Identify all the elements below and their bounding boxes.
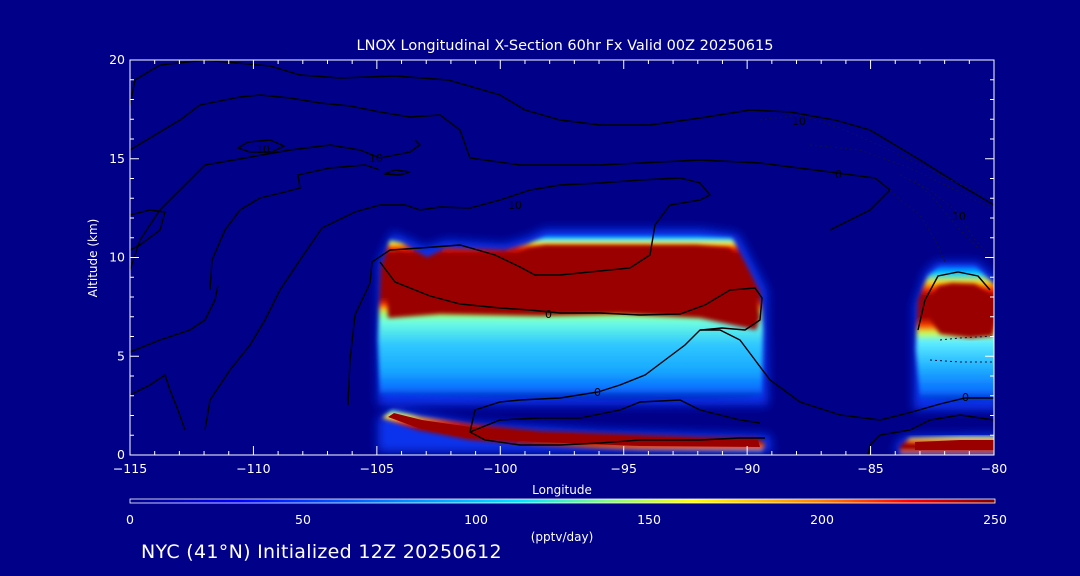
contour-labels: 10 10 10 10 10 0 0 0 0 (256, 115, 969, 404)
colorbar-tick-label: 50 (295, 512, 311, 527)
contour-label: 0 (835, 168, 842, 181)
colorbar-tick-label: 150 (637, 512, 661, 527)
lnox-east-low-band-core (915, 440, 994, 450)
lnox-east-core (930, 283, 994, 338)
contour-label: 10 (369, 152, 383, 165)
x-axis: −115 −110 −105 −100 −95 −90 −85 −80 (113, 60, 1007, 476)
y-axis-title: Altitude (km) (86, 219, 100, 298)
x-tick-label: −105 (360, 461, 394, 476)
lnox-main-core (386, 245, 760, 330)
contour-label: 10 (792, 115, 806, 128)
x-tick-label: −110 (236, 461, 270, 476)
x-axis-title: Longitude (532, 483, 592, 497)
colorbar-tick-label: 100 (464, 512, 488, 527)
contour-dotted (759, 114, 994, 363)
y-tick-label: 10 (109, 250, 125, 265)
contour-label: 0 (545, 308, 552, 321)
x-tick-label: −100 (483, 461, 517, 476)
colorbar-tick-label: 200 (810, 512, 834, 527)
y-axis: 0 5 10 15 20 (109, 52, 994, 462)
x-tick-label: −95 (611, 461, 637, 476)
x-tick-label: −90 (734, 461, 760, 476)
contour-label: 10 (952, 210, 966, 223)
colorbar-tick-label: 0 (126, 512, 134, 527)
chart-title: LNOX Longitudinal X-Section 60hr Fx Vali… (357, 38, 774, 54)
contour-label: 10 (256, 143, 270, 156)
footer-caption: NYC (41°N) Initialized 12Z 20250612 (141, 541, 502, 563)
contour-lines (130, 60, 994, 455)
colorbar-ticks: 0 50 100 150 200 250 (126, 512, 1007, 527)
y-tick-label: 5 (117, 348, 125, 363)
x-tick-label: −85 (857, 461, 883, 476)
y-tick-label: 0 (117, 447, 125, 462)
colorbar-label: (pptv/day) (531, 530, 594, 544)
contour-label: 10 (508, 199, 522, 212)
colorbar-tick-label: 250 (983, 512, 1007, 527)
colorbar-gradient (129, 498, 996, 504)
contour-label: 0 (962, 391, 969, 404)
contour-label: 0 (594, 386, 601, 399)
x-tick-label: −80 (981, 461, 1007, 476)
y-tick-label: 20 (109, 52, 125, 67)
y-tick-label: 15 (109, 151, 125, 166)
x-tick-label: −115 (113, 461, 147, 476)
colorbar: 0 50 100 150 200 250 (pptv/day) (126, 498, 1007, 544)
